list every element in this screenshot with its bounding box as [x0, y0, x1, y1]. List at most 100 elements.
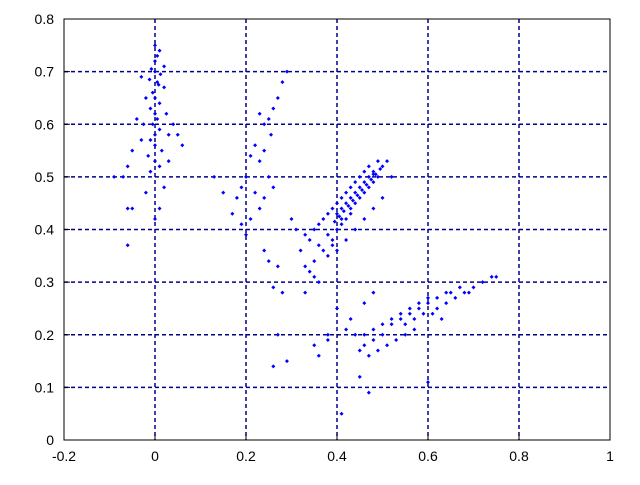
data-point: [344, 190, 349, 195]
data-point: [280, 80, 285, 85]
data-point: [371, 169, 376, 174]
data-point: [353, 190, 358, 195]
data-point: [271, 106, 276, 111]
data-point: [257, 206, 262, 211]
data-point: [153, 132, 157, 137]
data-point: [234, 195, 239, 200]
data-point: [366, 174, 371, 179]
data-point: [339, 222, 344, 227]
data-point: [153, 143, 157, 148]
data-point: [366, 390, 371, 395]
data-point: [157, 101, 162, 106]
y-tick-label: 0.6: [35, 116, 55, 132]
data-point: [316, 353, 321, 358]
data-point: [244, 232, 248, 237]
data-point: [362, 180, 367, 185]
data-point: [303, 232, 308, 237]
data-point: [262, 195, 267, 200]
x-tick-label: 0: [151, 448, 159, 464]
data-point: [125, 206, 130, 211]
data-point: [371, 338, 376, 343]
data-point: [435, 306, 440, 311]
x-tick-label: 0.8: [509, 448, 529, 464]
y-tick-label: 0.4: [35, 222, 55, 238]
data-point: [444, 301, 449, 306]
data-point: [344, 216, 349, 221]
data-point: [153, 69, 157, 74]
data-point: [357, 185, 362, 190]
data-point: [157, 206, 162, 211]
y-tick-label: 0.7: [35, 64, 55, 80]
data-point: [348, 195, 353, 200]
data-point: [157, 127, 162, 132]
data-point: [298, 248, 303, 253]
data-point: [157, 164, 162, 169]
data-point: [380, 195, 385, 200]
data-point: [426, 380, 430, 385]
data-point: [371, 172, 376, 177]
data-point: [439, 316, 444, 321]
data-point: [303, 290, 308, 295]
data-point: [266, 259, 271, 264]
data-point: [335, 211, 339, 216]
data-point: [366, 164, 371, 169]
data-point: [239, 185, 244, 190]
data-point: [147, 77, 152, 82]
data-point: [453, 295, 458, 300]
x-tick-label: 0.2: [236, 448, 256, 464]
data-point: [412, 327, 417, 332]
data-point: [166, 159, 171, 164]
data-point: [266, 174, 271, 179]
y-tick-label: 0.1: [35, 379, 55, 395]
data-point: [353, 227, 358, 232]
data-point: [316, 243, 321, 248]
data-point: [448, 290, 453, 295]
data-point: [262, 248, 267, 253]
data-point: [348, 211, 353, 216]
data-point: [149, 66, 154, 71]
data-point: [330, 206, 335, 211]
data-point: [166, 132, 171, 137]
data-point: [360, 188, 365, 193]
data-point: [462, 290, 467, 295]
data-point: [371, 206, 376, 211]
data-point: [489, 274, 494, 279]
data-point: [134, 116, 139, 121]
data-point: [164, 111, 169, 116]
data-point: [157, 48, 162, 53]
data-point: [244, 174, 248, 179]
data-point: [407, 306, 412, 311]
data-point: [380, 332, 385, 337]
data-point: [403, 322, 408, 327]
data-point: [271, 364, 276, 369]
data-point: [339, 195, 344, 200]
data-point: [284, 359, 289, 364]
x-tick-label: 0.6: [418, 448, 438, 464]
data-point: [148, 106, 153, 111]
data-point: [158, 72, 163, 77]
data-point: [257, 159, 262, 164]
data-point: [385, 159, 390, 164]
data-point: [153, 59, 157, 64]
data-point: [457, 285, 462, 290]
data-point: [143, 95, 148, 100]
data-point: [344, 201, 349, 206]
data-point: [294, 227, 299, 232]
data-point: [316, 280, 321, 285]
y-tick-label: 0: [46, 432, 54, 448]
data-point: [426, 295, 430, 300]
data-point: [162, 85, 167, 90]
data-point: [325, 232, 330, 237]
data-point: [130, 206, 135, 211]
data-point: [148, 138, 153, 143]
data-point: [175, 132, 180, 137]
data-point: [325, 253, 330, 258]
data-point: [480, 280, 485, 285]
data-point: [350, 198, 355, 203]
data-point: [346, 203, 351, 208]
data-point: [253, 143, 258, 148]
data-point: [407, 311, 412, 316]
data-point: [335, 201, 339, 206]
